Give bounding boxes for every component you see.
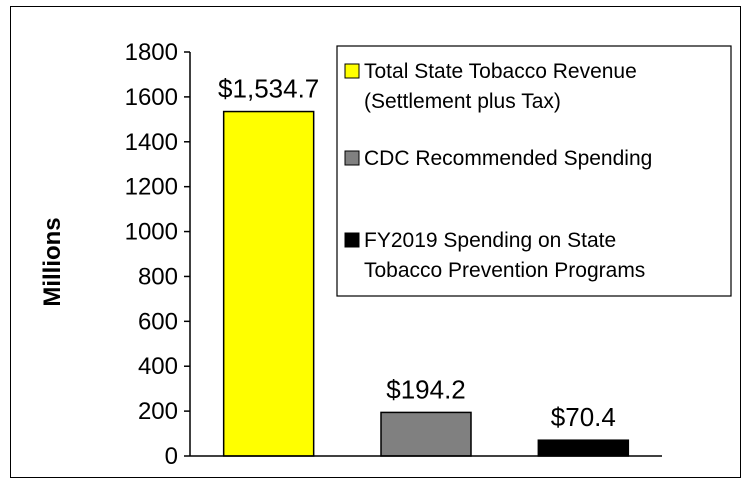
y-tick-label: 1400 xyxy=(125,129,178,156)
y-tick-label: 1800 xyxy=(125,39,178,66)
data-label: $1,534.7 xyxy=(218,74,319,104)
data-labels: $1,534.7 $194.2 $70.4 xyxy=(218,74,616,433)
y-axis-label: Millions xyxy=(39,217,66,306)
bar xyxy=(222,110,315,457)
legend-label: FY2019 Spending on State xyxy=(364,229,616,252)
legend-swatch xyxy=(344,150,360,166)
legend-label: CDC Recommended Spending xyxy=(364,147,652,170)
y-tick-label: 1600 xyxy=(125,84,178,111)
y-tick-label: 400 xyxy=(138,353,178,380)
y-tick-label: 0 xyxy=(165,443,178,470)
y-tick-label: 200 xyxy=(138,398,178,425)
bar xyxy=(537,439,630,457)
legend-label: Tobacco Prevention Programs xyxy=(364,259,645,282)
y-tick-label: 1200 xyxy=(125,174,178,201)
legend-label: Total State Tobacco Revenue xyxy=(364,60,637,83)
y-tick-label: 600 xyxy=(138,308,178,335)
y-tick-label: 1000 xyxy=(125,219,178,246)
data-label: $70.4 xyxy=(551,402,616,432)
legend-swatch xyxy=(344,232,360,248)
data-label: $194.2 xyxy=(386,374,466,404)
legend: Total State Tobacco Revenue (Settlement p… xyxy=(336,45,732,297)
legend-swatch xyxy=(344,63,360,79)
legend-label: (Settlement plus Tax) xyxy=(364,90,561,113)
bar xyxy=(380,411,472,457)
y-tick-label: 800 xyxy=(138,263,178,290)
chart-frame xyxy=(10,6,741,478)
legend-box xyxy=(336,45,732,297)
y-tick-labels: 0 200 400 600 800 1000 1200 1400 1600 1800 xyxy=(125,39,190,470)
